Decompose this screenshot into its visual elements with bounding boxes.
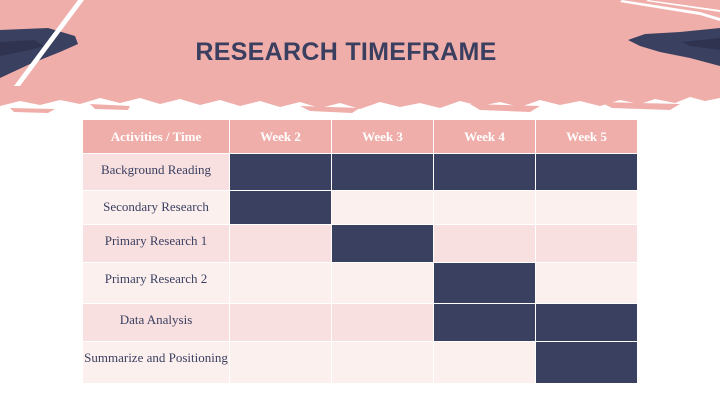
week-cell — [433, 262, 536, 304]
week-cell — [229, 190, 332, 225]
table-row: Primary Research 1 — [82, 224, 638, 263]
week-cell — [331, 153, 434, 191]
week-cell — [229, 341, 332, 384]
week-cell — [535, 262, 638, 304]
week-cell — [331, 190, 434, 225]
activity-label: Primary Research 1 — [82, 224, 230, 263]
header-week-4: Week 4 — [433, 119, 536, 154]
week-cell — [433, 224, 536, 263]
table-header-row: Activities / Time Week 2 Week 3 Week 4 W… — [82, 119, 638, 154]
week-cell — [229, 224, 332, 263]
week-cell — [535, 153, 638, 191]
table-row: Primary Research 2 — [82, 262, 638, 304]
week-cell — [229, 303, 332, 342]
header-week-3: Week 3 — [331, 119, 434, 154]
table-row: Secondary Research — [82, 190, 638, 225]
week-cell — [331, 303, 434, 342]
week-cell — [229, 262, 332, 304]
week-cell — [535, 341, 638, 384]
week-cell — [331, 341, 434, 384]
week-cell — [535, 224, 638, 263]
header-brush-band — [0, 0, 720, 113]
timeframe-table: Activities / Time Week 2 Week 3 Week 4 W… — [82, 119, 638, 384]
activity-label: Data Analysis — [82, 303, 230, 342]
table-row: Data Analysis — [82, 303, 638, 342]
page-title: RESEARCH TIMEFRAME — [195, 38, 497, 66]
activity-label: Background Reading — [82, 153, 230, 191]
header-activities: Activities / Time — [82, 119, 230, 154]
week-cell — [535, 303, 638, 342]
week-cell — [331, 224, 434, 263]
week-cell — [535, 190, 638, 225]
header-week-5: Week 5 — [535, 119, 638, 154]
week-cell — [433, 153, 536, 191]
activity-label: Summarize and Positioning — [82, 341, 230, 384]
week-cell — [433, 341, 536, 384]
week-cell — [229, 153, 332, 191]
activity-label: Secondary Research — [82, 190, 230, 225]
table-row: Background Reading — [82, 153, 638, 191]
activity-label: Primary Research 2 — [82, 262, 230, 304]
table-row: Summarize and Positioning — [82, 341, 638, 384]
header-week-2: Week 2 — [229, 119, 332, 154]
week-cell — [433, 303, 536, 342]
week-cell — [433, 190, 536, 225]
week-cell — [331, 262, 434, 304]
